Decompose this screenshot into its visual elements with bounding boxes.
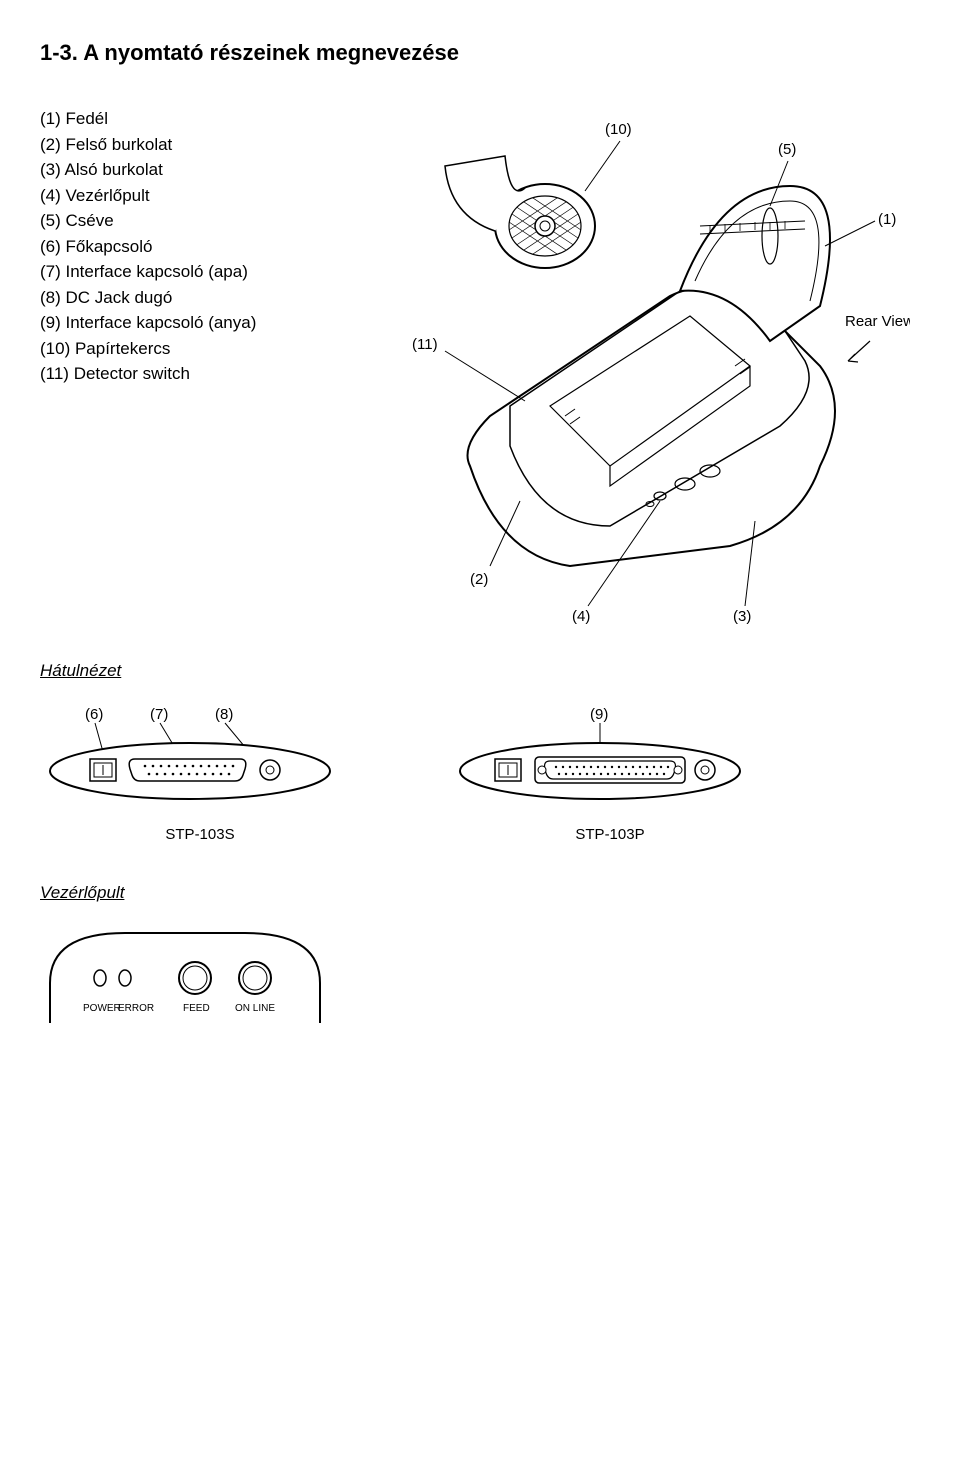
callout-2: (2) [470,571,488,588]
callout-1: (1) [878,211,896,228]
part-item: (6) Főkapcsoló [40,234,330,260]
rear-right: (9) STP-103P [450,701,770,843]
callout-4: (4) [572,608,590,625]
rear-heading: Hátulnézet [40,661,920,681]
callout-11: (11) [412,336,438,353]
part-item: (2) Felső burkolat [40,132,330,158]
rear-left-caption: STP-103S [40,826,360,843]
printer-diagram: (10) (5) (1) (11) Rear View (2) (4) (3) [350,106,920,631]
callout-6: (6) [85,706,103,723]
rear-right-caption: STP-103P [450,826,770,843]
rear-view-label: Rear View [845,313,910,330]
part-item: (4) Vezérlőpult [40,183,330,209]
callout-7: (7) [150,706,168,723]
panel-heading: Vezérlőpult [40,883,920,903]
callout-8: (8) [215,706,233,723]
part-item: (7) Interface kapcsoló (apa) [40,259,330,285]
rear-left: (6) (7) (8) STP-103S [40,701,360,843]
panel-label-power: POWER [83,1003,121,1014]
panel-label-error: ERROR [118,1003,154,1014]
parts-list: (1) Fedél (2) Felső burkolat (3) Alsó bu… [40,106,330,387]
panel-label-online: ON LINE [235,1003,275,1014]
part-item: (11) Detector switch [40,361,330,387]
section-heading: 1-3. A nyomtató részeinek megnevezése [40,40,920,66]
part-item: (1) Fedél [40,106,330,132]
part-item: (10) Papírtekercs [40,336,330,362]
control-panel-diagram: POWER ERROR FEED ON LINE [40,923,920,1038]
callout-5: (5) [778,141,796,158]
part-item: (5) Cséve [40,208,330,234]
panel-label-feed: FEED [183,1003,210,1014]
callout-10: (10) [605,121,632,138]
part-item: (3) Alsó burkolat [40,157,330,183]
top-section: (1) Fedél (2) Felső burkolat (3) Alsó bu… [40,106,920,631]
callout-9: (9) [590,706,608,723]
part-item: (9) Interface kapcsoló (anya) [40,310,330,336]
part-item: (8) DC Jack dugó [40,285,330,311]
callout-3: (3) [733,608,751,625]
rear-section: (6) (7) (8) STP-103S (9) [40,701,920,843]
